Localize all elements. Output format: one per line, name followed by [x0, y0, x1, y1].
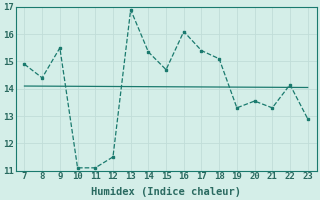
- X-axis label: Humidex (Indice chaleur): Humidex (Indice chaleur): [91, 186, 241, 197]
